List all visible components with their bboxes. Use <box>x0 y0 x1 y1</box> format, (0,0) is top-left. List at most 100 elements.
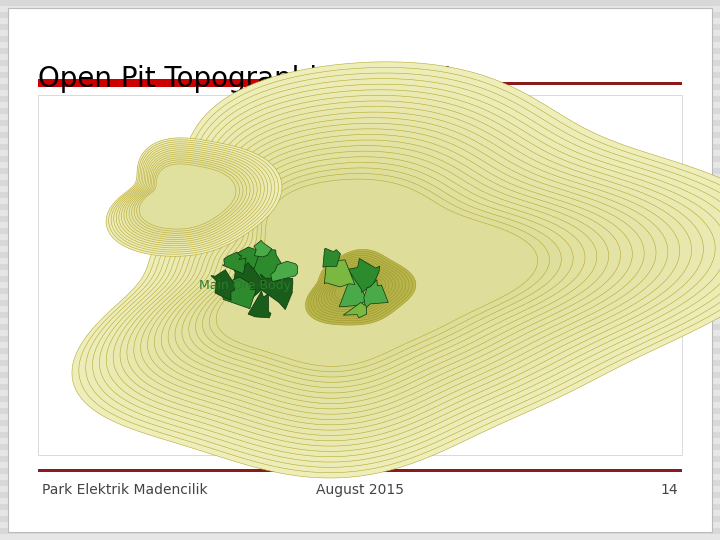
Bar <box>0 174 720 180</box>
Polygon shape <box>140 118 668 425</box>
Bar <box>0 522 720 528</box>
Polygon shape <box>316 257 402 316</box>
Polygon shape <box>139 164 236 229</box>
Bar <box>0 282 720 288</box>
Polygon shape <box>134 112 680 430</box>
Bar <box>0 414 720 420</box>
Text: August 2015: August 2015 <box>316 483 404 497</box>
Bar <box>0 96 720 102</box>
Bar <box>0 438 720 444</box>
Polygon shape <box>235 247 258 269</box>
Polygon shape <box>189 157 585 388</box>
Bar <box>0 318 720 324</box>
Bar <box>0 378 720 384</box>
Bar <box>0 270 720 276</box>
Polygon shape <box>119 148 264 246</box>
Bar <box>0 186 720 192</box>
Bar <box>0 0 720 6</box>
Text: 14: 14 <box>660 483 678 497</box>
Bar <box>0 312 720 318</box>
Bar <box>0 306 720 312</box>
Polygon shape <box>132 158 246 235</box>
Bar <box>0 120 720 126</box>
Polygon shape <box>324 260 355 287</box>
Polygon shape <box>348 259 379 293</box>
Bar <box>0 240 720 246</box>
Polygon shape <box>308 251 413 323</box>
Bar <box>0 156 720 162</box>
Bar <box>0 138 720 144</box>
Bar <box>0 420 720 426</box>
Bar <box>0 6 720 12</box>
Polygon shape <box>260 274 293 309</box>
Bar <box>0 342 720 348</box>
Bar <box>0 426 720 432</box>
Bar <box>0 144 720 150</box>
Polygon shape <box>109 140 279 254</box>
Bar <box>0 114 720 120</box>
Bar <box>0 294 720 300</box>
Bar <box>0 462 720 468</box>
Bar <box>38 95 682 455</box>
Bar <box>0 192 720 198</box>
Polygon shape <box>321 261 396 312</box>
Polygon shape <box>107 90 720 451</box>
Polygon shape <box>313 255 406 319</box>
Polygon shape <box>232 258 273 305</box>
Polygon shape <box>202 168 562 377</box>
Polygon shape <box>339 272 366 307</box>
Polygon shape <box>211 269 235 300</box>
Polygon shape <box>364 280 388 308</box>
Text: Open Pit Topographic View - II: Open Pit Topographic View - II <box>38 65 451 93</box>
Bar <box>0 408 720 414</box>
Bar <box>0 384 720 390</box>
Bar <box>0 360 720 366</box>
Bar <box>0 12 720 18</box>
Polygon shape <box>248 291 271 318</box>
Polygon shape <box>210 173 549 372</box>
Polygon shape <box>327 265 389 308</box>
Polygon shape <box>99 84 720 457</box>
Bar <box>0 180 720 186</box>
Bar <box>0 66 720 72</box>
Bar <box>0 258 720 264</box>
Bar <box>0 474 720 480</box>
Bar <box>0 444 720 450</box>
Bar <box>0 504 720 510</box>
Polygon shape <box>332 269 382 303</box>
Polygon shape <box>111 142 275 252</box>
Bar <box>0 492 720 498</box>
Bar <box>0 348 720 354</box>
Polygon shape <box>72 62 720 478</box>
Polygon shape <box>116 146 268 248</box>
Bar <box>0 72 720 78</box>
Bar <box>0 48 720 54</box>
Polygon shape <box>113 96 715 446</box>
Bar <box>0 276 720 282</box>
Bar <box>0 228 720 234</box>
Polygon shape <box>134 160 243 233</box>
Polygon shape <box>78 68 720 472</box>
Bar <box>0 246 720 252</box>
Bar <box>0 528 720 534</box>
Polygon shape <box>319 259 399 314</box>
Bar <box>0 90 720 96</box>
Bar <box>0 288 720 294</box>
Bar <box>0 456 720 462</box>
Bar <box>0 216 720 222</box>
Polygon shape <box>148 123 656 420</box>
Polygon shape <box>305 249 416 325</box>
Bar <box>0 324 720 330</box>
Bar <box>0 168 720 174</box>
Bar <box>0 36 720 42</box>
Bar <box>0 42 720 48</box>
Bar <box>0 510 720 516</box>
Bar <box>0 480 720 486</box>
Bar <box>0 330 720 336</box>
Bar <box>0 198 720 204</box>
Polygon shape <box>168 140 621 403</box>
Bar <box>0 390 720 396</box>
Polygon shape <box>86 73 720 467</box>
Polygon shape <box>323 248 341 267</box>
Bar <box>0 516 720 522</box>
